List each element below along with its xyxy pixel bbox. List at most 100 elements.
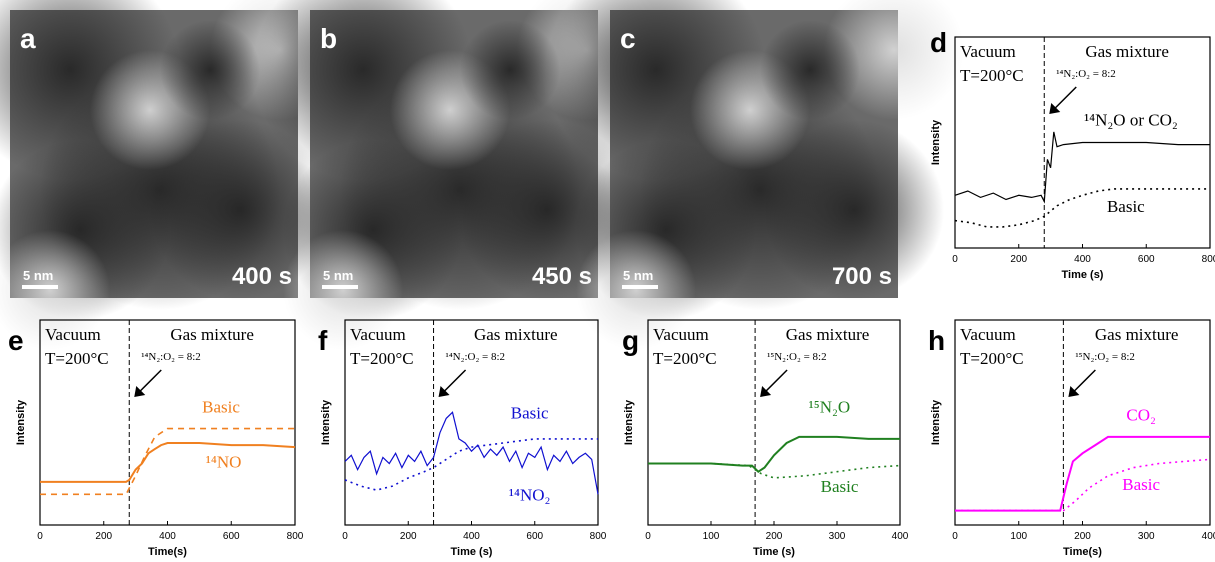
x-tick-label: 600 — [526, 531, 543, 542]
x-tick-label: 300 — [1138, 531, 1155, 542]
series-label: Basic — [1107, 197, 1145, 216]
x-axis-label: Time (s) — [753, 546, 795, 558]
x-tick-label: 400 — [892, 531, 909, 542]
series-line — [954, 188, 1210, 228]
panel-letter: a — [20, 23, 36, 54]
series-line — [40, 442, 296, 483]
scale-label: 5 nm — [623, 268, 653, 283]
arrow-head — [1068, 386, 1080, 397]
x-axis-label: Time (s) — [451, 546, 493, 558]
annotation: T=200°C — [45, 349, 109, 368]
y-axis-label: Intensity — [930, 399, 942, 445]
image-blob — [824, 0, 964, 120]
image-blob — [150, 120, 330, 300]
annotation: T=200°C — [350, 349, 414, 368]
series-label: Basic — [511, 403, 549, 422]
panel-letter: c — [620, 23, 636, 54]
y-axis-label: Intensity — [320, 399, 332, 445]
x-tick-label: 0 — [37, 531, 43, 542]
x-tick-label: 200 — [1074, 531, 1091, 542]
panel-letter: g — [622, 325, 639, 356]
x-tick-label: 0 — [952, 254, 958, 265]
arrow-head — [1049, 103, 1061, 114]
annotation: Vacuum — [960, 42, 1016, 61]
annotation: Gas mixture — [1095, 325, 1179, 344]
annotation: Gas mixture — [786, 325, 870, 344]
annotation: ¹⁵N₂:O₂ = 8:2 — [1075, 351, 1135, 363]
series-label: ¹⁴NO — [206, 453, 242, 472]
x-tick-label: 800 — [1202, 254, 1215, 265]
tem-image — [0, 0, 350, 350]
x-tick-label: 800 — [590, 531, 607, 542]
x-axis-label: Time(s) — [148, 546, 187, 558]
x-tick-label: 0 — [645, 531, 651, 542]
x-axis-label: Time(s) — [1063, 546, 1102, 558]
annotation: Vacuum — [350, 325, 406, 344]
series-line — [40, 427, 295, 496]
x-tick-label: 400 — [463, 531, 480, 542]
time-label: 700 s — [832, 263, 892, 290]
annotation: Gas mixture — [1085, 42, 1169, 61]
series-line — [954, 131, 1210, 204]
annotation: Vacuum — [45, 325, 101, 344]
panel-letter: f — [318, 325, 328, 356]
series-label: CO₂ — [1126, 405, 1156, 424]
series-line — [648, 435, 900, 473]
scale-label: 5 nm — [323, 268, 353, 283]
series-line — [344, 411, 599, 495]
annotation: ¹⁴N₂:O₂ = 8:2 — [141, 351, 201, 363]
series-label: Basic — [202, 397, 240, 416]
x-tick-label: 400 — [159, 531, 176, 542]
y-axis-label: Intensity — [623, 399, 635, 445]
x-tick-label: 600 — [223, 531, 240, 542]
image-blob — [160, 20, 260, 120]
annotation: T=200°C — [960, 66, 1024, 85]
scale-label: 5 nm — [23, 268, 53, 283]
series-line — [344, 438, 598, 491]
annotation: ¹⁵N₂:O₂ = 8:2 — [767, 351, 827, 363]
arrow-head — [760, 386, 772, 397]
panel-letter: e — [8, 325, 24, 356]
annotation: ¹⁴N₂:O₂ = 8:2 — [446, 351, 506, 363]
x-tick-label: 800 — [287, 531, 304, 542]
series-line — [955, 435, 1210, 512]
image-blob — [764, 120, 944, 300]
annotation: ¹⁴N₂:O₂ = 8:2 — [1056, 68, 1116, 80]
series-label: Basic — [1122, 475, 1160, 494]
series-line — [955, 458, 1211, 512]
series-label: Basic — [821, 477, 859, 496]
x-tick-label: 100 — [703, 531, 720, 542]
series-label: ¹⁵N₂O — [809, 397, 851, 416]
series-label: ¹⁴N₂O or CO₂ — [1084, 111, 1178, 130]
series-line — [648, 462, 901, 479]
annotation: T=200°C — [960, 349, 1024, 368]
x-tick-label: 400 — [1202, 531, 1215, 542]
series-label: ¹⁴NO₂ — [509, 485, 551, 504]
x-axis-label: Time (s) — [1062, 269, 1104, 281]
time-label: 400 s — [232, 263, 292, 290]
image-blob — [460, 20, 560, 120]
x-tick-label: 600 — [1138, 254, 1155, 265]
annotation: Vacuum — [653, 325, 709, 344]
x-tick-label: 100 — [1010, 531, 1027, 542]
tem-image — [546, 0, 964, 350]
x-tick-label: 0 — [342, 531, 348, 542]
x-tick-label: 0 — [952, 531, 958, 542]
panel-letter: h — [928, 325, 945, 356]
panel-letter: d — [930, 27, 947, 58]
x-tick-label: 200 — [95, 531, 112, 542]
x-tick-label: 300 — [829, 531, 846, 542]
annotation: Vacuum — [960, 325, 1016, 344]
image-blob — [760, 20, 860, 120]
x-tick-label: 200 — [1010, 254, 1027, 265]
x-tick-label: 200 — [400, 531, 417, 542]
y-axis-label: Intensity — [15, 399, 27, 445]
annotation: Gas mixture — [474, 325, 558, 344]
x-tick-label: 200 — [766, 531, 783, 542]
arrow-head — [438, 386, 450, 397]
panel-letter: b — [320, 23, 337, 54]
annotation: Gas mixture — [170, 325, 254, 344]
annotation: T=200°C — [653, 349, 717, 368]
x-tick-label: 400 — [1074, 254, 1091, 265]
